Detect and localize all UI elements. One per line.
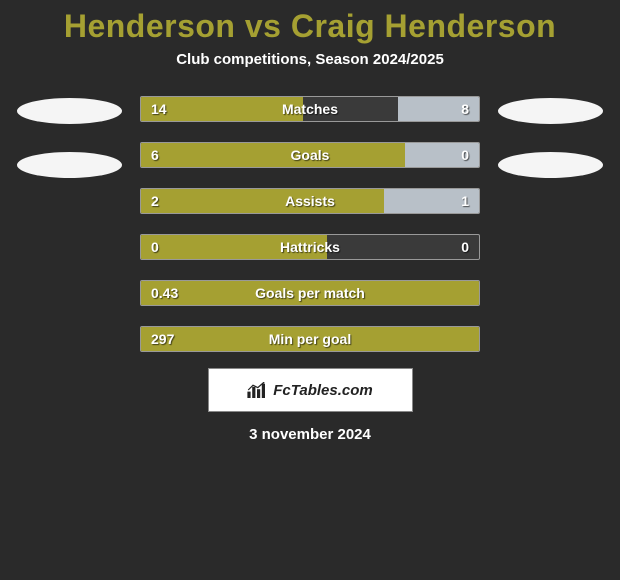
stat-row: 297Min per goal xyxy=(140,326,480,352)
brand-box: FcTables.com xyxy=(208,368,413,412)
stat-row: 00Hattricks xyxy=(140,234,480,260)
stat-value-right: 0 xyxy=(461,235,469,259)
stat-value-right: 8 xyxy=(461,97,469,121)
team2-badge xyxy=(498,152,603,178)
player2-avatar xyxy=(498,98,603,124)
bar-left xyxy=(141,143,405,167)
comparison-card: Henderson vs Craig Henderson Club compet… xyxy=(0,0,620,580)
stat-row: 60Goals xyxy=(140,142,480,168)
stat-value-left: 297 xyxy=(151,327,174,351)
main-area: 148Matches60Goals21Assists00Hattricks0.4… xyxy=(0,96,620,352)
bar-left xyxy=(141,327,479,351)
stat-row: 148Matches xyxy=(140,96,480,122)
page-subtitle: Club competitions, Season 2024/2025 xyxy=(176,51,444,68)
player1-avatar xyxy=(17,98,122,124)
stat-row: 21Assists xyxy=(140,188,480,214)
stat-value-right: 1 xyxy=(461,189,469,213)
left-avatar-col xyxy=(17,96,122,178)
stat-value-left: 0.43 xyxy=(151,281,178,305)
team1-badge xyxy=(17,152,122,178)
stat-value-left: 2 xyxy=(151,189,159,213)
brand-chart-icon xyxy=(247,382,267,398)
page-title: Henderson vs Craig Henderson xyxy=(64,8,556,45)
stat-value-left: 6 xyxy=(151,143,159,167)
stat-value-right: 0 xyxy=(461,143,469,167)
stats-bars: 148Matches60Goals21Assists00Hattricks0.4… xyxy=(140,96,480,352)
right-avatar-col xyxy=(498,96,603,178)
stat-value-left: 14 xyxy=(151,97,167,121)
stat-value-left: 0 xyxy=(151,235,159,259)
date-line: 3 november 2024 xyxy=(249,426,371,443)
stat-row: 0.43Goals per match xyxy=(140,280,480,306)
bar-left xyxy=(141,235,327,259)
bar-left xyxy=(141,281,479,305)
bar-left xyxy=(141,189,384,213)
brand-text: FcTables.com xyxy=(273,382,372,399)
